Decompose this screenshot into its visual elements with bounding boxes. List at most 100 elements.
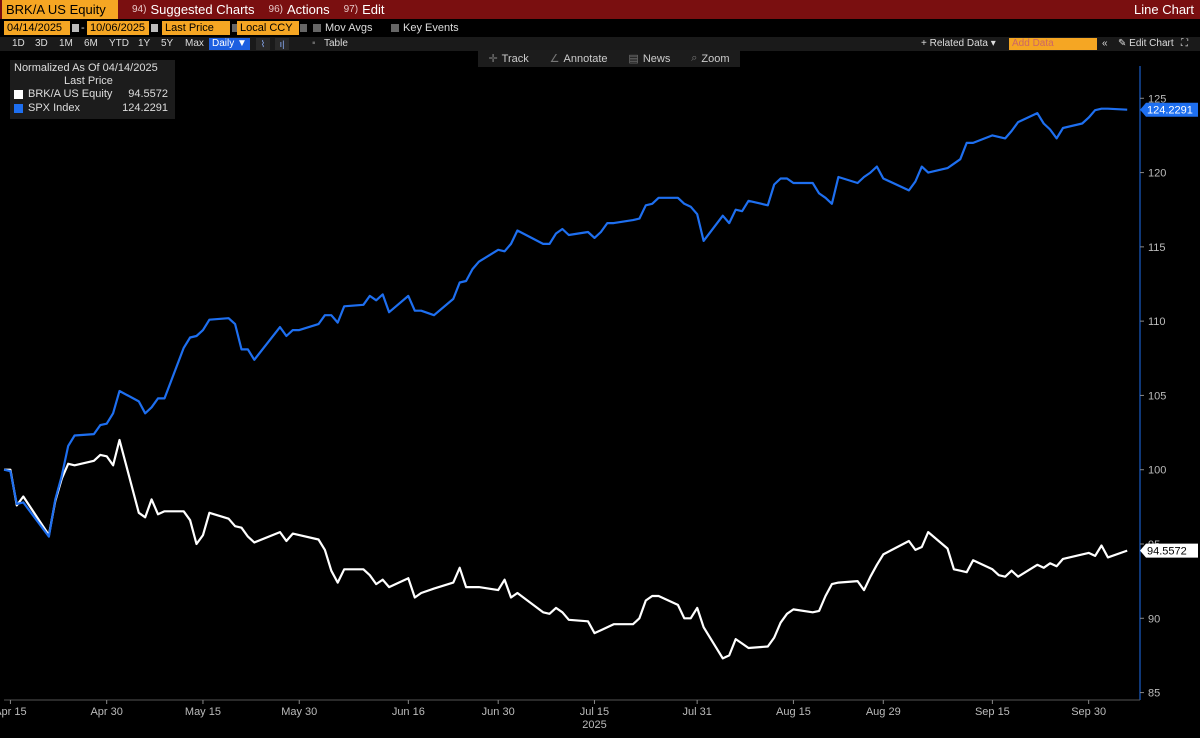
y-tick-label: 110 — [1148, 316, 1166, 328]
menu-number: 97) — [343, 4, 359, 15]
menu-label: Edit — [362, 2, 385, 17]
period-1m[interactable]: 1M — [59, 38, 73, 49]
start-date-input[interactable]: 04/14/2025 — [4, 21, 70, 35]
dropdown-icon[interactable] — [232, 24, 239, 32]
top-menu-bar: BRK/A US Equity 94) Suggested Charts 96)… — [0, 0, 1200, 19]
year-label: 2025 — [582, 719, 606, 731]
collapse-chevron-icon[interactable]: « — [1102, 38, 1108, 49]
y-tick-label: 120 — [1148, 168, 1166, 180]
related-data-button[interactable]: + Related Data ▾ — [921, 38, 996, 49]
date-separator: - — [81, 22, 85, 34]
news-label: News — [642, 52, 671, 65]
edit-menu[interactable]: 97) Edit — [344, 2, 385, 17]
x-tick-label: Aug 15 — [776, 706, 811, 718]
suggested-charts-menu[interactable]: 94) Suggested Charts — [132, 2, 255, 17]
legend-item-spx[interactable]: SPX Index 124.2291 — [14, 102, 172, 115]
period-ytd[interactable]: YTD — [109, 38, 129, 49]
legend-item-brk[interactable]: BRK/A US Equity 94.5572 — [14, 88, 172, 101]
x-tick-label: May 15 — [185, 706, 221, 718]
menu-number: 96) — [268, 4, 283, 15]
legend-name: BRK/A US Equity — [28, 88, 113, 100]
legend-heading: Normalized As Of 04/14/2025 — [14, 62, 158, 74]
x-tick-label: Apr 15 — [0, 706, 27, 718]
calendar-icon[interactable] — [151, 24, 158, 32]
edit-chart-button[interactable]: ✎ Edit Chart — [1118, 38, 1174, 49]
ticker-field[interactable]: BRK/A US Equity — [2, 0, 118, 19]
x-tick-label: Jun 30 — [482, 706, 515, 718]
checkbox-icon[interactable] — [391, 24, 399, 32]
series-line-spx — [3, 107, 1128, 538]
calendar-icon[interactable] — [72, 24, 79, 32]
menu-label: Actions — [286, 2, 330, 17]
period-5y[interactable]: 5Y — [161, 38, 174, 49]
y-tick-label: 125 — [1148, 93, 1166, 105]
x-tick-label: Aug 29 — [866, 706, 901, 718]
legend-subheading: Last Price — [64, 75, 113, 87]
annotate-tool[interactable]: ∠ Annotate — [549, 52, 608, 66]
y-tick-label: 115 — [1148, 242, 1166, 254]
currency-select[interactable]: Local CCY — [237, 21, 299, 35]
legend-swatch — [14, 104, 23, 113]
checkbox-icon[interactable] — [313, 24, 321, 32]
zoom-label: Zoom — [701, 52, 730, 65]
y-tick-label: 90 — [1148, 613, 1160, 625]
window-title: Line Chart — [1134, 2, 1194, 17]
pencil-icon: ∠ — [549, 53, 560, 65]
zoom-tool[interactable]: ⌕ Zoom — [691, 52, 729, 65]
news-tool[interactable]: ▤ News — [628, 52, 671, 66]
key-events-toggle[interactable]: Key Events — [403, 22, 459, 34]
expand-icon[interactable]: ⛶ — [1181, 38, 1188, 49]
crosshair-icon: ✛ — [488, 53, 498, 65]
x-tick-label: Apr 30 — [90, 706, 122, 718]
bar-chart-icon[interactable]: ı| — [275, 38, 289, 50]
mov-avgs-toggle[interactable]: Mov Avgs — [325, 22, 373, 34]
period-row: 1D 3D 1M 6M YTD 1Y 5Y Max Daily ▼ ⌇ ı| ▪… — [0, 37, 1200, 51]
last-value-box — [1140, 543, 1198, 558]
x-tick-label: Jun 16 — [392, 706, 425, 718]
legend-swatch — [14, 90, 23, 99]
x-tick-label: Sep 30 — [1071, 706, 1106, 718]
period-max[interactable]: Max — [185, 38, 204, 49]
table-button[interactable]: Table — [324, 38, 348, 49]
period-1y[interactable]: 1Y — [138, 38, 151, 49]
table-icon[interactable]: ▪ — [312, 38, 316, 49]
track-tool[interactable]: ✛ Track — [488, 52, 529, 66]
x-tick-label: May 30 — [281, 706, 317, 718]
series-layer — [3, 107, 1128, 660]
y-tick-label: 85 — [1148, 688, 1160, 700]
legend-name: SPX Index — [28, 102, 80, 114]
last-value-label: 94.5572 — [1147, 546, 1187, 558]
magnifier-icon: ⌕ — [691, 52, 698, 64]
chart-tools-bar: ✛ Track ∠ Annotate ▤ News ⌕ Zoom — [478, 50, 740, 67]
period-3d[interactable]: 3D — [35, 38, 48, 49]
menu-number: 94) — [132, 4, 147, 15]
period-6m[interactable]: 6M — [84, 38, 98, 49]
y-tick-label: 105 — [1148, 390, 1166, 402]
settings-row: 04/14/2025 - 10/06/2025 Last Price Local… — [0, 21, 1200, 36]
frequency-select[interactable]: Daily ▼ — [209, 38, 250, 50]
y-tick-label: 100 — [1148, 465, 1166, 477]
period-1d[interactable]: 1D — [12, 38, 25, 49]
last-value-label: 124.2291 — [1147, 105, 1193, 117]
series-line-brk — [4, 438, 1128, 660]
track-label: Track — [501, 52, 529, 65]
menu-label: Suggested Charts — [150, 2, 255, 17]
dropdown-icon[interactable] — [300, 24, 307, 32]
annotate-label: Annotate — [563, 52, 608, 65]
line-chart-icon[interactable]: ⌇ — [256, 38, 270, 50]
x-tick-label: Jul 31 — [682, 706, 711, 718]
legend-value: 94.5572 — [128, 88, 168, 100]
news-icon: ▤ — [628, 53, 639, 65]
x-tick-label: Jul 15 — [580, 706, 609, 718]
add-data-input[interactable]: Add Data — [1009, 38, 1097, 50]
legend-value: 124.2291 — [122, 102, 168, 114]
x-tick-label: Sep 15 — [975, 706, 1010, 718]
end-date-input[interactable]: 10/06/2025 — [87, 21, 149, 35]
legend: Normalized As Of 04/14/2025 Last Price B… — [10, 60, 175, 119]
value-labels: 94.5572 124.2291 — [1140, 102, 1198, 558]
price-field-select[interactable]: Last Price — [162, 21, 230, 35]
last-value-box — [1140, 102, 1198, 117]
actions-menu[interactable]: 96) Actions — [269, 2, 330, 17]
